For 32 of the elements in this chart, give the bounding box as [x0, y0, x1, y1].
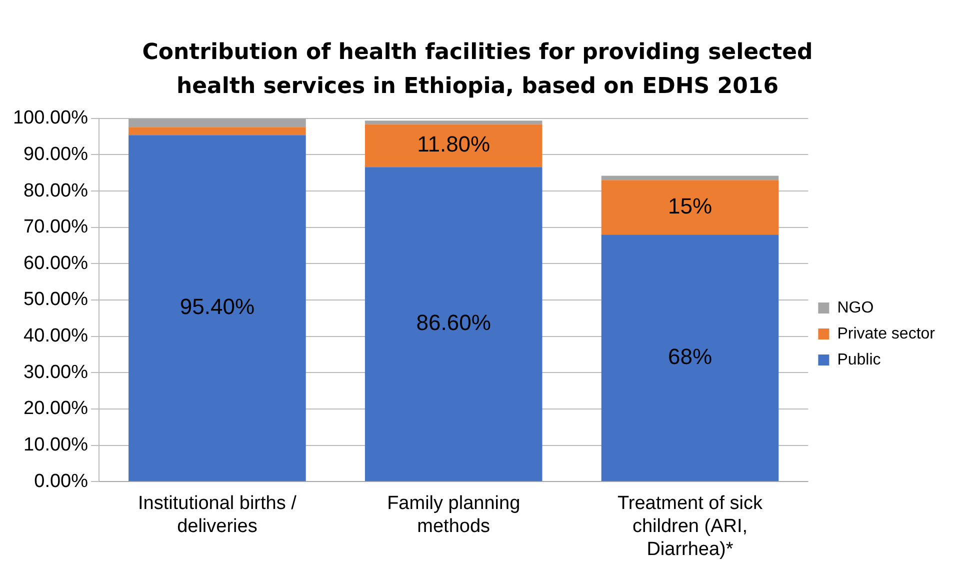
bar — [364, 167, 542, 482]
bar — [128, 127, 306, 136]
data-label: 68% — [668, 344, 712, 369]
bar — [364, 120, 542, 124]
y-tick-label: 90.00% — [24, 144, 88, 165]
y-tick-label: 40.00% — [24, 326, 88, 347]
y-tick-label: 10.00% — [24, 434, 88, 456]
y-tick-label: 60.00% — [24, 252, 88, 274]
y-tick-label: 0.00% — [34, 470, 88, 492]
data-label: 95.40% — [180, 294, 255, 320]
y-tick-label: 100.00% — [12, 108, 88, 129]
bar — [364, 124, 542, 168]
x-tick-label: Treatment of sick children (ARI, Diarrhea)* — [617, 493, 763, 560]
y-tick-label: 50.00% — [24, 289, 88, 310]
bar — [128, 135, 306, 482]
data-label: 15% — [668, 193, 712, 218]
bar — [601, 234, 779, 482]
y-tick-label: 20.00% — [24, 398, 88, 420]
bar — [601, 176, 779, 180]
x-tick-label: Family planning methods — [387, 493, 520, 538]
legend-label: Public — [837, 351, 881, 368]
y-tick-label: 30.00% — [24, 362, 88, 383]
y-tick-label: 70.00% — [24, 216, 88, 238]
bar — [128, 118, 306, 128]
chart-title: Contribution of health facilities for providing selected health services in Ethiopia, based on EDHS 2016 — [141, 39, 814, 101]
y-tick-label: 80.00% — [24, 180, 88, 202]
legend-label: Private sector — [837, 325, 936, 342]
x-tick-label: Institutional births / deliveries — [138, 493, 298, 538]
data-label: 86.60% — [416, 310, 491, 336]
bar — [601, 180, 779, 235]
data-label: 11.80% — [417, 132, 490, 157]
legend-label: NGO — [837, 299, 874, 316]
